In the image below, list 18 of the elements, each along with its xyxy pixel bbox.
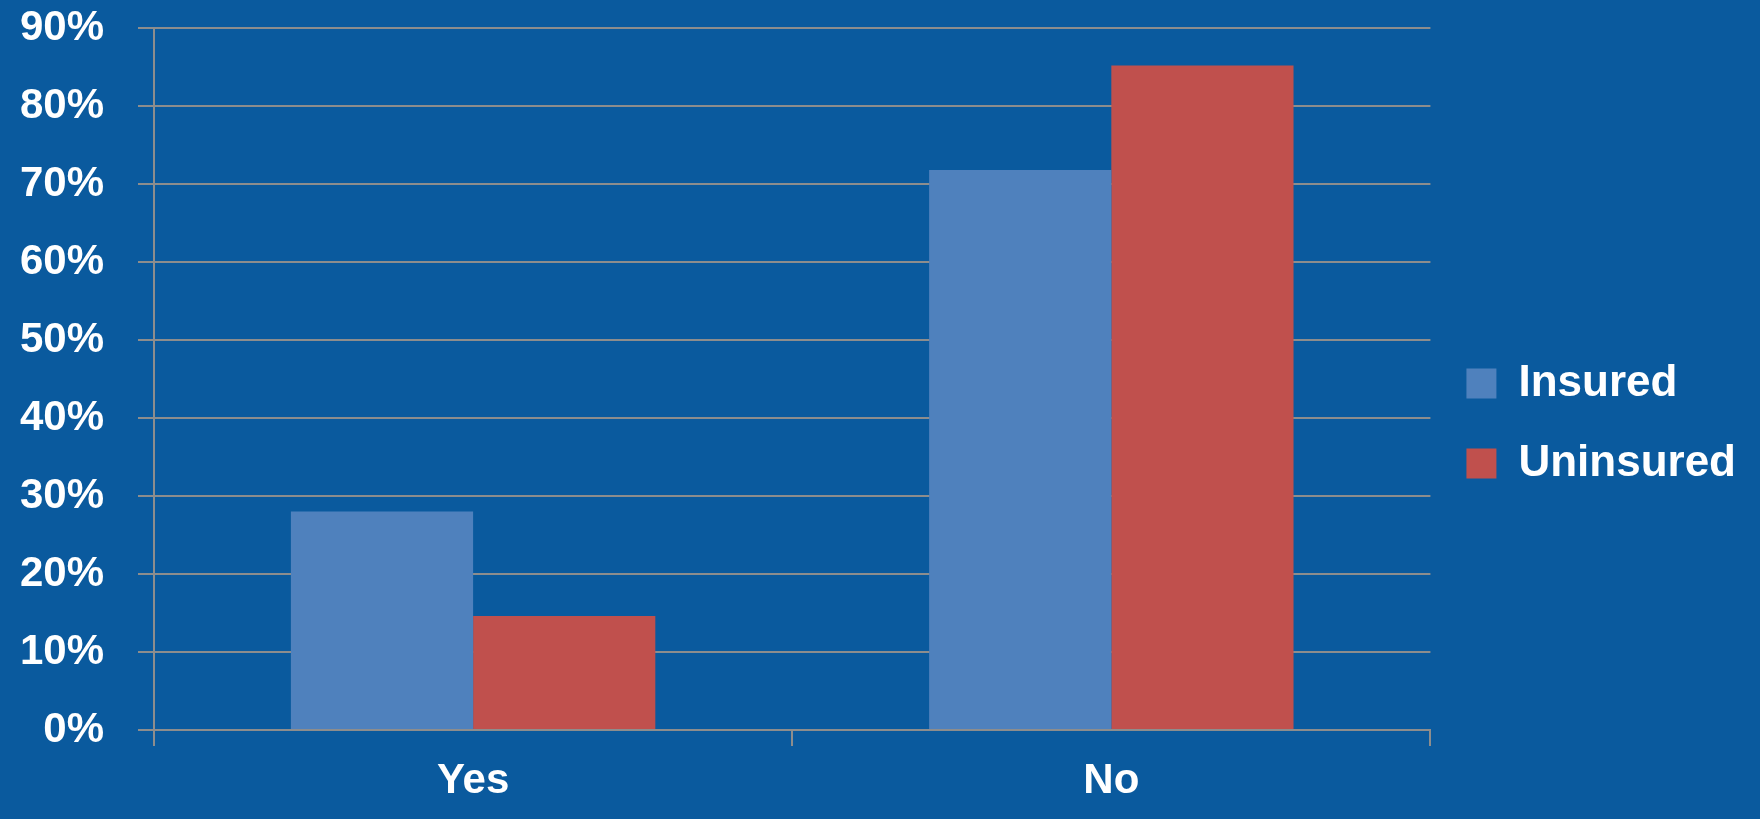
y-tick-label: 20% — [19, 547, 104, 595]
bar — [290, 511, 474, 729]
bar — [1111, 65, 1294, 729]
y-tick-label: 80% — [19, 79, 104, 127]
y-tick-label: 10% — [19, 625, 104, 673]
y-tick-label: 60% — [19, 235, 104, 283]
legend-label: Uninsured — [1518, 435, 1737, 485]
x-tick-label: Yes — [436, 754, 510, 802]
x-tick-label: No — [1083, 754, 1140, 802]
legend-label: Insured — [1518, 355, 1678, 405]
y-tick-label: 70% — [19, 157, 104, 205]
y-tick-label: 50% — [19, 313, 104, 361]
bar — [929, 169, 1112, 729]
y-tick-label: 30% — [19, 469, 104, 517]
y-tick-label: 90% — [19, 1, 104, 49]
y-tick-label: 40% — [19, 391, 104, 439]
y-tick-label: 0% — [43, 703, 104, 751]
bar — [473, 616, 656, 729]
